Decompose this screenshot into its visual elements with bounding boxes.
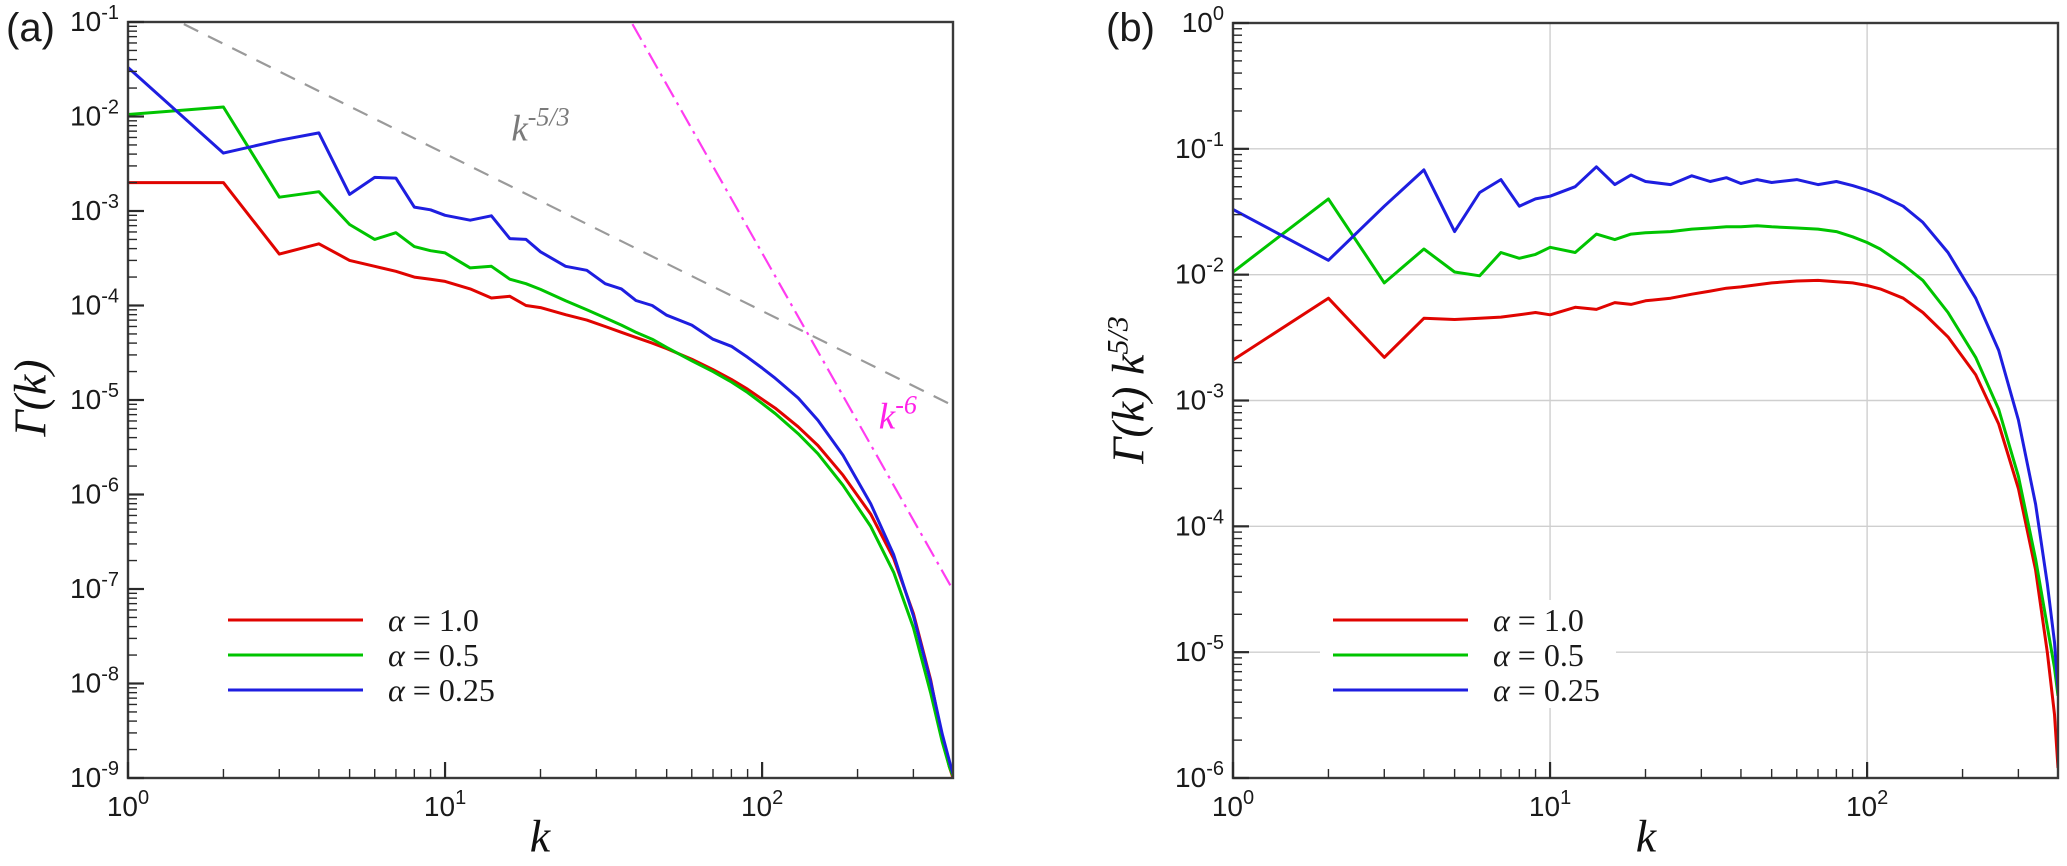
panel-b-tag: (b) bbox=[1106, 6, 1155, 50]
y-tick-label: 10-1 bbox=[70, 2, 119, 37]
legend-label: α = 1.0 bbox=[1493, 602, 1584, 638]
panel-a bbox=[126, 20, 955, 780]
legend-label: α = 1.0 bbox=[388, 602, 479, 638]
series-line bbox=[1233, 165, 2058, 691]
reference-line-label: k-5/3 bbox=[511, 102, 569, 149]
y-tick-label: 10-7 bbox=[70, 569, 119, 604]
panel-b-y-axis-label: Γ(k) k5/3 bbox=[1101, 316, 1154, 463]
y-tick-label: 10-1 bbox=[1175, 129, 1224, 164]
panel-b-y-axis-label-base: Γ(k) k bbox=[1102, 354, 1154, 464]
y-tick-label: 10-3 bbox=[1175, 381, 1224, 416]
panel-a-y-axis-label: Γ(k) bbox=[3, 359, 56, 436]
x-tick-label: 100 bbox=[107, 787, 149, 822]
legend-label: α = 0.5 bbox=[1493, 637, 1584, 673]
y-tick-label: 10-4 bbox=[1175, 506, 1224, 541]
y-tick-label: 10-5 bbox=[70, 380, 119, 415]
y-tick-label: 10-3 bbox=[70, 191, 119, 226]
panel-b-y-axis-label-sup: 5/3 bbox=[1101, 316, 1135, 355]
legend-label: α = 0.5 bbox=[388, 637, 479, 673]
x-tick-label: 101 bbox=[424, 787, 466, 822]
panel-b bbox=[1231, 21, 2060, 780]
y-tick-label: 10-2 bbox=[1175, 255, 1224, 290]
legend-label: α = 0.25 bbox=[388, 672, 495, 708]
series-line bbox=[128, 181, 953, 778]
reference-line bbox=[183, 23, 952, 406]
reference-line bbox=[631, 23, 953, 588]
legend-label: α = 0.25 bbox=[1493, 672, 1600, 708]
series-line bbox=[1233, 278, 2058, 769]
y-tick-label: 10-6 bbox=[1175, 758, 1224, 793]
series-line bbox=[128, 66, 953, 775]
y-tick-label: 10-5 bbox=[1175, 632, 1224, 667]
y-tick-label: 10-8 bbox=[70, 664, 119, 699]
panel-a-tag: (a) bbox=[6, 6, 55, 50]
x-tick-label: 102 bbox=[741, 787, 783, 822]
panel-a-x-axis-label: k bbox=[529, 810, 551, 862]
x-tick-label: 102 bbox=[1846, 787, 1888, 822]
panel-a-y-axis-label-base: Γ(k) bbox=[4, 359, 56, 437]
y-tick-label: 10-6 bbox=[70, 475, 119, 510]
y-tick-label: 100 bbox=[1182, 3, 1224, 38]
y-tick-label: 10-9 bbox=[70, 758, 119, 793]
x-tick-label: 101 bbox=[1529, 787, 1571, 822]
x-tick-label: 100 bbox=[1212, 787, 1254, 822]
panel-b-x-axis-label: k bbox=[1635, 810, 1657, 862]
y-tick-label: 10-4 bbox=[70, 286, 119, 321]
y-tick-label: 10-2 bbox=[70, 97, 119, 132]
series-line bbox=[128, 105, 953, 777]
reference-line-label: k-6 bbox=[879, 390, 917, 437]
series-line bbox=[1233, 197, 2058, 696]
